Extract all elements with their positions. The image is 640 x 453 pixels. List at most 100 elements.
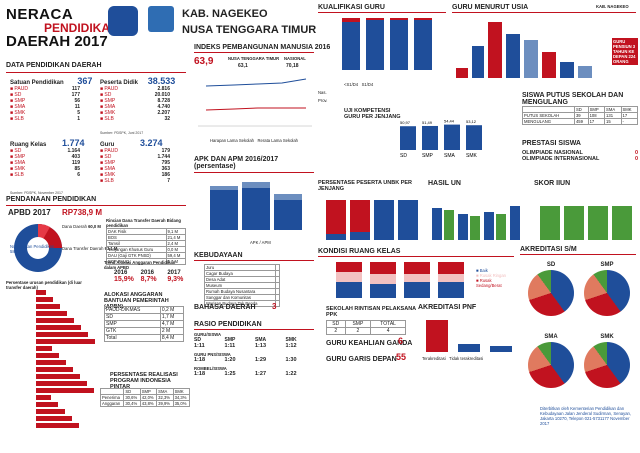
pip-cell: 30,4% <box>123 400 141 407</box>
rasio-rs-value: 1:22 <box>285 371 297 377</box>
divider <box>318 12 446 13</box>
ukg-bar <box>400 126 416 150</box>
guru-value: 1.744 <box>157 154 170 160</box>
legend-below-s1: <S1/D4 <box>344 82 359 87</box>
akr-title: AKREDITASI S/M <box>520 246 577 253</box>
rasio-pns-value: 1:29 <box>255 357 267 363</box>
guru-row: ■ SD 1.744 <box>100 154 170 160</box>
alok-table: PAUD-DIKMAS 0,2 M SD 1,7 M SMP 4,7 M GTK 2 M Tot… <box>104 306 185 342</box>
peserta-label: ■ SMK <box>100 110 116 116</box>
skor-bar-chart <box>540 206 632 240</box>
rk-row: ■ SMA 119 <box>10 160 80 166</box>
donut-a-value: 585,8 M <box>10 249 26 254</box>
rk-row: ■ SLB 6 <box>10 172 80 178</box>
persen-bar-chart <box>36 290 95 428</box>
donut-label-a: Non Urusan Pendidikan 585,8 M <box>10 244 60 254</box>
guru-label: ■ SMA <box>100 166 116 172</box>
kondisi-title: KONDISI RUANG KELAS <box>318 248 401 255</box>
rk-label: ■ SMP <box>10 154 26 160</box>
satuan-label: ■ SLB <box>10 116 24 122</box>
akreditasi-pie: SMA <box>526 334 576 390</box>
rasio-rs-value: 1:18 <box>194 371 206 377</box>
alok-row: PAUD-DIKMAS 0,2 M <box>104 306 185 314</box>
pip-cell: 43,8% <box>139 400 158 407</box>
kual-prov: Prov. <box>318 98 328 103</box>
ppk-title: SEKOLAH RINTISAN PELAKSANA PPK <box>326 306 416 318</box>
prestasi-row: OLIMPIADE NASIONAL 0 <box>522 150 638 156</box>
ukg-bar-chart: SD 50,97 SMP 51,49 SMA 54,44 SMK 53,12 <box>400 120 482 158</box>
kondisi-legend-item: ■ Rusak Ringan <box>476 273 506 278</box>
kual-bar-chart <box>342 18 432 70</box>
divider <box>520 254 636 255</box>
apbd-donut <box>14 223 62 272</box>
satuan-label: ■ SMP <box>10 98 26 104</box>
apbd-label: APBD 2017 <box>8 208 51 217</box>
rk-value: 119 <box>71 160 80 166</box>
satuan-title: Satuan Pendidikan <box>10 80 64 86</box>
guru-label: ■ SD <box>100 154 112 160</box>
legend-terakreditasi: Terakreditasi <box>422 356 446 361</box>
persen-bar <box>36 325 81 330</box>
pip-title: PERSENTASE REALISASI PROGRAM INDONESIA P… <box>110 372 178 390</box>
pnf-bar-chart <box>426 320 512 352</box>
putus-row: MENGULANG 459 17 15- <box>522 118 638 125</box>
rasio-gs-value: 1:13 <box>255 343 267 349</box>
rasio-head-cell: SD <box>194 337 201 343</box>
guru-label: ■ SMP <box>100 160 116 166</box>
apk-bar-chart <box>210 182 302 230</box>
peserta-block: Peserta Didik 38.533 ■ PAUD 2.816 ■ SD 20.0… <box>100 76 190 122</box>
satuan-block: Satuan Pendidikan 367 ■ PAUD 117 ■ SD 177 ■ … <box>10 76 100 122</box>
guru-total: 3.274 <box>140 138 163 148</box>
persen-bar <box>36 290 46 295</box>
rk-label: ■ SD <box>10 148 22 154</box>
source-note: Sumber: PDSPK, Juni 2017 <box>100 131 144 135</box>
hasil-bar-chart <box>432 206 520 240</box>
rasio-pns-value: 1:20 <box>224 357 236 363</box>
peserta-label: ■ SMA <box>100 104 116 110</box>
persen-bar <box>36 402 58 407</box>
peserta-total: 38.533 <box>147 76 176 86</box>
prestasi-row: OLIMPIADE INTERNASIONAL 0 <box>522 156 638 162</box>
persen-title: Persentase urusan pendidikan (di luar tr… <box>6 280 82 290</box>
guru-value: 179 <box>161 148 170 154</box>
rk-title: Ruang Kelas <box>10 142 47 148</box>
guru-row: ■ PAUD 179 <box>100 148 170 154</box>
kg-title: GURU KEAHLIAN GANDA <box>326 340 413 347</box>
kg-value: 6 <box>398 336 404 346</box>
tren-value: 9,3% <box>167 276 184 283</box>
akreditasi-pies: SD SMP SMA SMK <box>520 258 636 398</box>
rincian-row: Tunjangan Khusus Guru 0,0 M <box>106 246 186 253</box>
rasio-head-cell: SMA <box>255 337 267 343</box>
akreditasi-label: SMP <box>600 262 614 268</box>
ppk-table: SD SMP TOTAL 2 2 4 <box>326 320 406 335</box>
legend-apk: APK <box>250 240 259 245</box>
pnf-legend: Terakreditasi Tidak terakreditasi <box>422 356 483 361</box>
divider <box>194 172 314 173</box>
putus-cell: 17 <box>587 118 606 125</box>
rasio-rs-value: 1:27 <box>255 371 267 377</box>
apk-legend: APK / APM <box>250 240 271 245</box>
akreditasi-pie: SD <box>526 262 576 318</box>
donut-b-name: Dana Daerah <box>62 224 87 229</box>
province-name: NUSA TENGGARA TIMUR <box>182 24 317 36</box>
kondisi-legend-item: ■ Rusak Sedang/Berat <box>476 278 502 288</box>
persen-bar <box>36 297 53 302</box>
putus-title: SISWA PUTUS SEKOLAH DAN MENGULANG <box>522 92 624 106</box>
kondisi-bar-chart <box>336 262 464 298</box>
guru-pensiun-badge: GURU PENSIUN 3 TAHUN KE DEPAN 224 ORANG <box>612 38 638 65</box>
akreditasi-pie: SMP <box>582 262 632 318</box>
prestasi-title: PRESTASI SISWA <box>522 140 581 147</box>
rk-row: ■ SMK 85 <box>10 166 80 172</box>
rk-block: Ruang Kelas 1.774 ■ SD 1.164 ■ SMP 403 ■ SMA… <box>10 138 100 178</box>
satuan-value: 11 <box>74 104 80 110</box>
guru-label: ■ SMK <box>100 172 116 178</box>
kual-title: KUALIFIKASI GURU <box>318 4 385 11</box>
ipm-line-chart <box>198 78 312 127</box>
persen-bar <box>36 360 66 365</box>
rk-list: ■ SD 1.164 ■ SMP 403 ■ SMA 119 ■ SMK 85 ■ SLB 6 <box>10 148 100 178</box>
prestasi-label: OLIMPIADE INTERNASIONAL <box>522 156 600 162</box>
rincian-cell: BOP PAUD <box>106 258 167 265</box>
umur-title: GURU MENURUT USIA <box>452 4 529 11</box>
region-name: KAB. NAGEKEO <box>182 8 268 20</box>
title-neraca: NERACA <box>6 6 74 23</box>
